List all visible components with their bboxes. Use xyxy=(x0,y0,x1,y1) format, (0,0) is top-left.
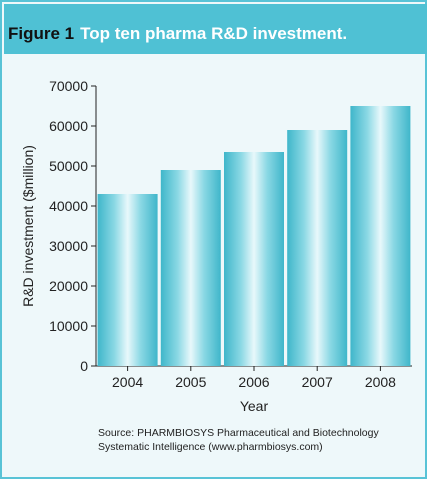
bar-2004 xyxy=(97,194,158,366)
y-tick-label: 30000 xyxy=(49,238,88,254)
y-tick-label: 20000 xyxy=(49,278,88,294)
figure-title-text: Top ten pharma R&D investment. xyxy=(80,24,348,43)
x-tick-label: 2005 xyxy=(175,374,206,390)
x-tick-label: 2007 xyxy=(302,374,333,390)
y-tick-label: 60000 xyxy=(49,118,88,134)
bar-2008 xyxy=(350,106,411,366)
x-tick-label: 2008 xyxy=(365,374,396,390)
y-tick-label: 70000 xyxy=(49,78,88,94)
source-line-1: Source: PHARMBIOSYS Pharmaceutical and B… xyxy=(98,427,379,439)
bar-2007 xyxy=(287,130,348,366)
y-tick-label: 50000 xyxy=(49,158,88,174)
y-tick-label: 40000 xyxy=(49,198,88,214)
figure-title: Figure 1 Top ten pharma R&D investment. xyxy=(8,24,347,44)
figure-label: Figure 1 xyxy=(8,24,75,43)
y-axis-title: R&D investment ($million) xyxy=(20,145,36,307)
source-line-2: Systematic Intelligence (www.pharmbiosys… xyxy=(98,441,323,453)
figure-header xyxy=(4,4,427,54)
y-tick-label: 10000 xyxy=(49,318,88,334)
source-note: Source: PHARMBIOSYS Pharmaceutical and B… xyxy=(98,426,418,454)
bar-2006 xyxy=(224,152,284,366)
x-axis-title: Year xyxy=(240,398,269,414)
y-tick-label: 0 xyxy=(80,358,88,374)
x-tick-label: 2006 xyxy=(238,374,269,390)
bar-2005 xyxy=(160,170,221,366)
x-tick-label: 2004 xyxy=(112,374,143,390)
